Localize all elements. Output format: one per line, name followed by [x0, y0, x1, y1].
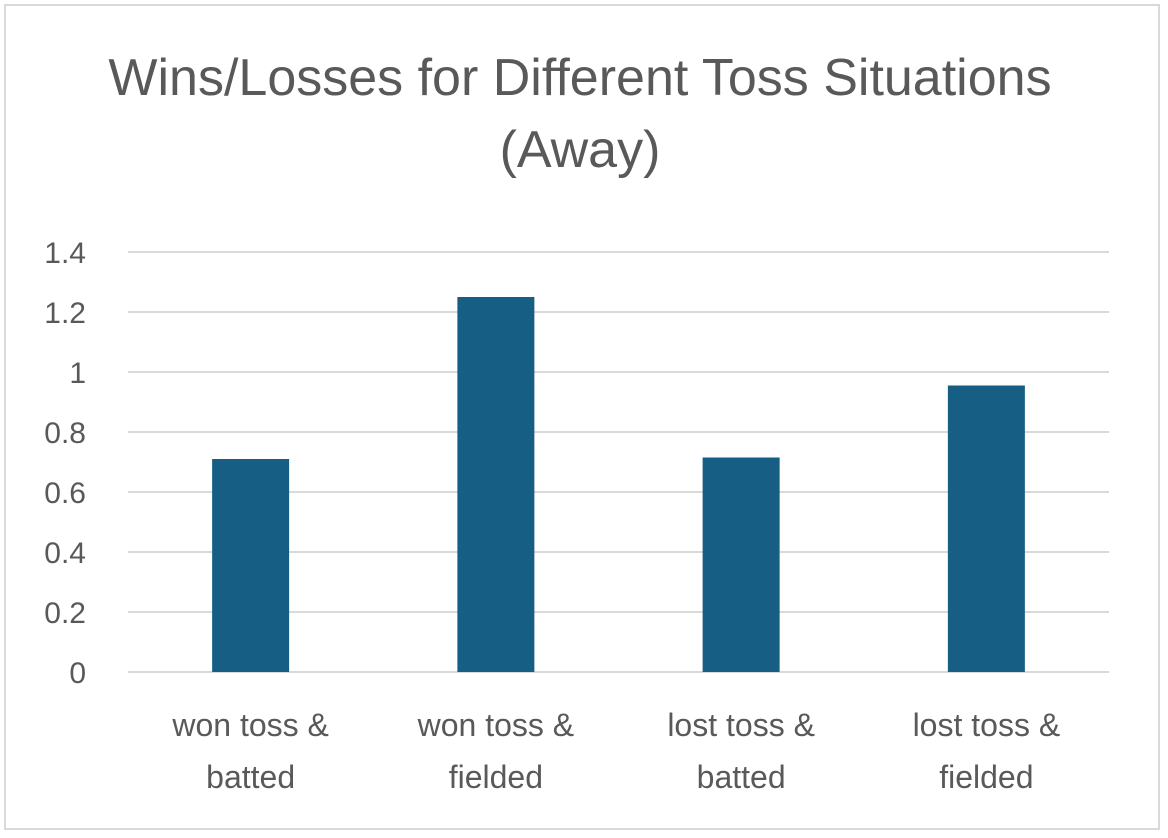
y-tick-label: 0.4 [44, 537, 86, 570]
bar-3 [947, 385, 1025, 672]
y-tick-label: 0 [69, 657, 86, 690]
gridlines [128, 251, 1109, 673]
x-category-label: won toss & [417, 707, 575, 743]
x-category-label: batted [206, 759, 295, 795]
y-tick-label: 0.2 [44, 597, 86, 630]
x-category-label: lost toss & [913, 707, 1061, 743]
y-tick-label: 0.6 [44, 477, 86, 510]
x-category-label: lost toss & [667, 707, 815, 743]
y-tick-label: 1.2 [44, 297, 86, 330]
bars [212, 297, 1025, 672]
y-tick-label: 1 [69, 357, 86, 390]
y-tick-label: 0.8 [44, 417, 86, 450]
bar-2 [702, 457, 780, 672]
y-tick-label: 1.4 [44, 237, 86, 270]
x-axis-category-labels: won toss & batted won toss & fielded lost to… [171, 707, 1060, 795]
x-category-label: batted [697, 759, 786, 795]
bar-0 [212, 459, 290, 672]
x-category-label: won toss & [171, 707, 329, 743]
bar-1 [457, 297, 535, 672]
x-category-label: fielded [939, 759, 1033, 795]
y-axis-tick-labels: 0 0.2 0.4 0.6 0.8 1 1.2 1.4 [44, 237, 86, 690]
x-category-label: fielded [449, 759, 543, 795]
chart-title: Wins/Losses for Different Toss Situation… [108, 49, 1052, 179]
